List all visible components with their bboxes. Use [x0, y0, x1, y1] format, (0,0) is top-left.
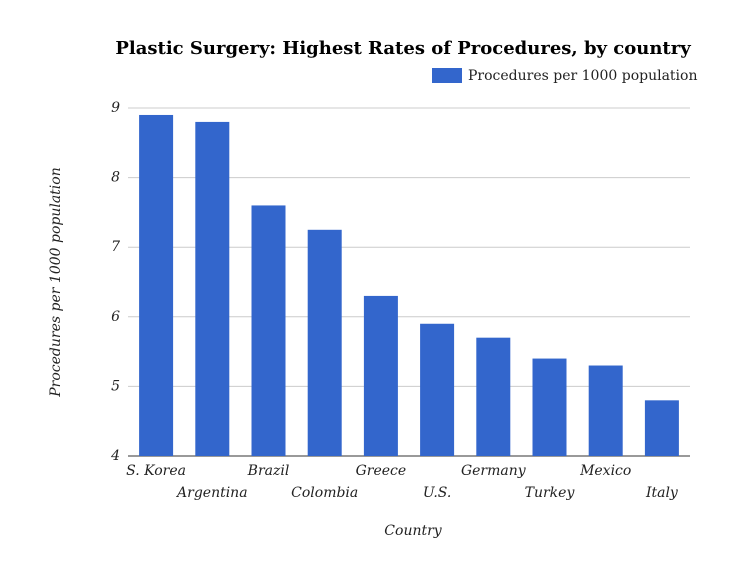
x-axis-label: Country [384, 523, 442, 539]
x-tick-label: Germany [461, 463, 527, 479]
bar [476, 337, 511, 456]
x-tick-label: Brazil [247, 463, 290, 479]
x-tick-label: S. Korea [126, 463, 186, 479]
bar [307, 229, 342, 456]
bar [195, 121, 230, 457]
bar [588, 365, 623, 456]
x-tick-label: Argentina [175, 485, 248, 501]
y-axis-label: Procedures per 1000 population [48, 167, 64, 397]
y-tick-label: 6 [111, 309, 120, 325]
y-tick-label: 4 [110, 448, 120, 464]
x-tick-label: U.S. [423, 485, 452, 501]
x-tick-label: Italy [645, 485, 679, 501]
y-tick-label: 9 [111, 100, 120, 116]
bar [644, 400, 679, 456]
bar [251, 205, 286, 456]
legend-label: Procedures per 1000 population [468, 68, 697, 84]
legend-swatch [432, 68, 462, 83]
bar [532, 358, 567, 456]
bar [139, 114, 174, 457]
y-tick-label: 5 [111, 378, 120, 394]
y-tick-label: 8 [111, 170, 120, 186]
y-tick-label: 7 [111, 239, 120, 255]
x-tick-label: Mexico [579, 463, 631, 479]
x-tick-label: Turkey [525, 485, 576, 501]
x-tick-label: Colombia [291, 485, 358, 501]
x-tick-label: Greece [356, 463, 407, 479]
bar [420, 323, 455, 456]
bar [363, 295, 398, 456]
chart-title: Plastic Surgery: Highest Rates of Proced… [115, 38, 691, 59]
